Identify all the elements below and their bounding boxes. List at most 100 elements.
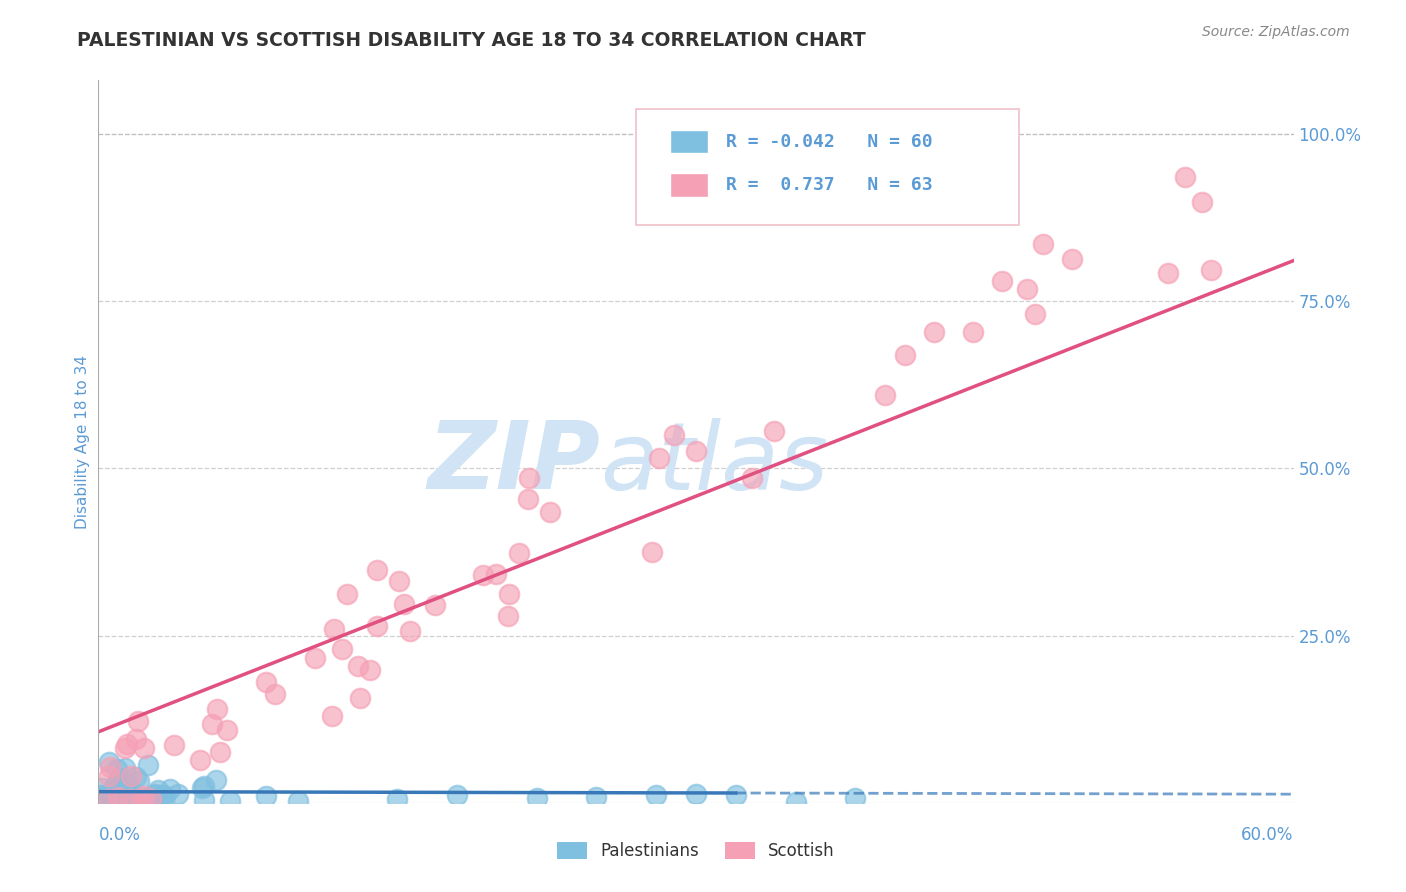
Point (394, 597, 416, 611)
Point (124, 770, 146, 784)
Text: 0.0%: 0.0% (98, 826, 141, 844)
Point (762, 425, 785, 439)
Point (1060, 252, 1083, 266)
Point (207, 702, 229, 716)
Point (107, 771, 129, 785)
Point (208, 745, 231, 759)
Point (115, 791, 138, 805)
Point (254, 789, 277, 804)
Point (141, 792, 163, 806)
Point (664, 428, 686, 442)
Point (215, 723, 238, 738)
Point (97, 769, 120, 783)
Point (641, 545, 664, 559)
Point (121, 795, 143, 809)
Point (304, 651, 326, 665)
Point (538, 505, 561, 519)
Point (1015, 282, 1038, 296)
Point (1199, 263, 1222, 277)
Point (136, 758, 159, 772)
Point (143, 787, 166, 801)
Point (107, 777, 129, 791)
Point (152, 789, 174, 803)
Point (98, 760, 121, 774)
Text: Source: ZipAtlas.com: Source: ZipAtlas.com (1202, 25, 1350, 39)
Point (112, 783, 135, 797)
Point (163, 739, 186, 753)
Point (111, 776, 134, 790)
Point (135, 791, 157, 805)
Point (498, 586, 520, 600)
Point (127, 714, 149, 729)
Point (645, 789, 668, 803)
Point (120, 794, 142, 808)
Point (97, 792, 120, 806)
Point (330, 641, 353, 656)
Point (101, 782, 124, 797)
Point (90, 789, 112, 804)
Point (471, 568, 494, 582)
FancyBboxPatch shape (637, 109, 1019, 225)
Point (128, 792, 150, 806)
Point (321, 709, 343, 723)
Y-axis label: Disability Age 18 to 34: Disability Age 18 to 34 (75, 354, 90, 529)
Point (98, 791, 121, 805)
Point (287, 795, 309, 809)
Text: atlas: atlas (600, 417, 828, 508)
Point (108, 789, 131, 803)
Point (90, 780, 112, 795)
Point (366, 563, 388, 577)
Point (785, 795, 807, 809)
Point (107, 762, 129, 776)
Point (191, 780, 214, 795)
Point (893, 348, 915, 362)
Point (115, 737, 138, 751)
Point (1032, 237, 1054, 252)
Point (685, 444, 707, 458)
Point (399, 624, 422, 638)
Point (385, 792, 409, 806)
Point (122, 789, 145, 803)
Point (107, 790, 129, 805)
Point (366, 619, 388, 633)
Point (1156, 266, 1178, 280)
Point (446, 788, 468, 802)
Point (323, 622, 346, 636)
Point (118, 795, 141, 809)
Point (498, 608, 520, 623)
FancyBboxPatch shape (669, 130, 709, 153)
Point (128, 773, 150, 788)
Point (388, 574, 411, 588)
Point (93, 788, 115, 802)
Point (114, 740, 136, 755)
Point (1024, 307, 1046, 321)
Point (101, 787, 124, 801)
Point (193, 780, 215, 794)
Point (104, 778, 127, 792)
Point (132, 740, 155, 755)
Point (201, 716, 224, 731)
Point (724, 788, 747, 802)
Point (188, 753, 211, 767)
Point (741, 471, 763, 485)
Point (647, 451, 669, 466)
Point (1174, 170, 1197, 185)
Point (118, 781, 141, 796)
Point (517, 491, 540, 506)
Point (204, 773, 226, 788)
Point (359, 663, 381, 677)
Point (517, 471, 540, 485)
Point (89, 788, 111, 802)
Point (218, 794, 240, 808)
Point (167, 787, 190, 801)
Point (114, 792, 136, 806)
Point (115, 778, 138, 792)
Point (132, 789, 155, 804)
Point (148, 790, 170, 805)
Point (526, 791, 548, 805)
Text: ZIP: ZIP (427, 417, 600, 509)
Point (1191, 194, 1213, 209)
Point (873, 387, 896, 401)
Point (991, 274, 1014, 288)
Point (254, 675, 277, 690)
